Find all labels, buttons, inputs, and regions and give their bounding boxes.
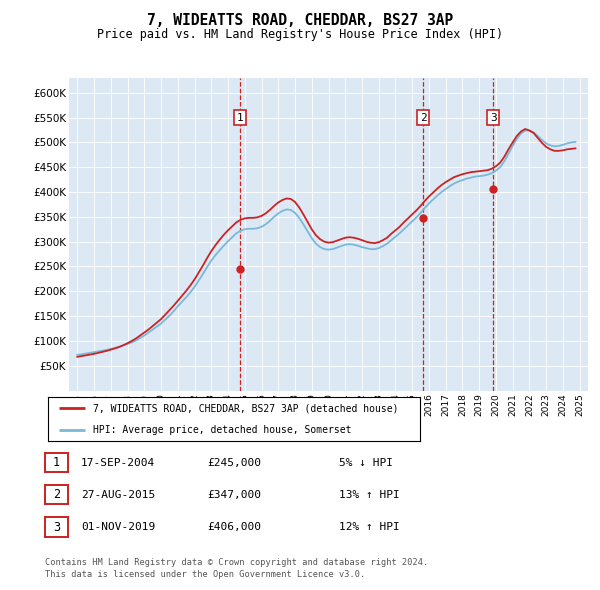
Text: 3: 3 bbox=[53, 520, 60, 534]
Text: 27-AUG-2015: 27-AUG-2015 bbox=[81, 490, 155, 500]
Text: 12% ↑ HPI: 12% ↑ HPI bbox=[339, 523, 400, 532]
Text: £245,000: £245,000 bbox=[207, 458, 261, 467]
Text: 2: 2 bbox=[420, 113, 427, 123]
Text: 1: 1 bbox=[237, 113, 244, 123]
Text: 3: 3 bbox=[490, 113, 497, 123]
Text: 13% ↑ HPI: 13% ↑ HPI bbox=[339, 490, 400, 500]
Text: Price paid vs. HM Land Registry's House Price Index (HPI): Price paid vs. HM Land Registry's House … bbox=[97, 28, 503, 41]
Text: £347,000: £347,000 bbox=[207, 490, 261, 500]
Text: Contains HM Land Registry data © Crown copyright and database right 2024.
This d: Contains HM Land Registry data © Crown c… bbox=[45, 558, 428, 579]
Text: £406,000: £406,000 bbox=[207, 523, 261, 532]
Text: HPI: Average price, detached house, Somerset: HPI: Average price, detached house, Some… bbox=[92, 425, 351, 435]
Text: 7, WIDEATTS ROAD, CHEDDAR, BS27 3AP (detached house): 7, WIDEATTS ROAD, CHEDDAR, BS27 3AP (det… bbox=[92, 403, 398, 413]
Text: 17-SEP-2004: 17-SEP-2004 bbox=[81, 458, 155, 467]
Text: 2: 2 bbox=[53, 488, 60, 501]
Text: 5% ↓ HPI: 5% ↓ HPI bbox=[339, 458, 393, 467]
Text: 1: 1 bbox=[53, 455, 60, 469]
Text: 7, WIDEATTS ROAD, CHEDDAR, BS27 3AP: 7, WIDEATTS ROAD, CHEDDAR, BS27 3AP bbox=[147, 13, 453, 28]
Text: 01-NOV-2019: 01-NOV-2019 bbox=[81, 523, 155, 532]
